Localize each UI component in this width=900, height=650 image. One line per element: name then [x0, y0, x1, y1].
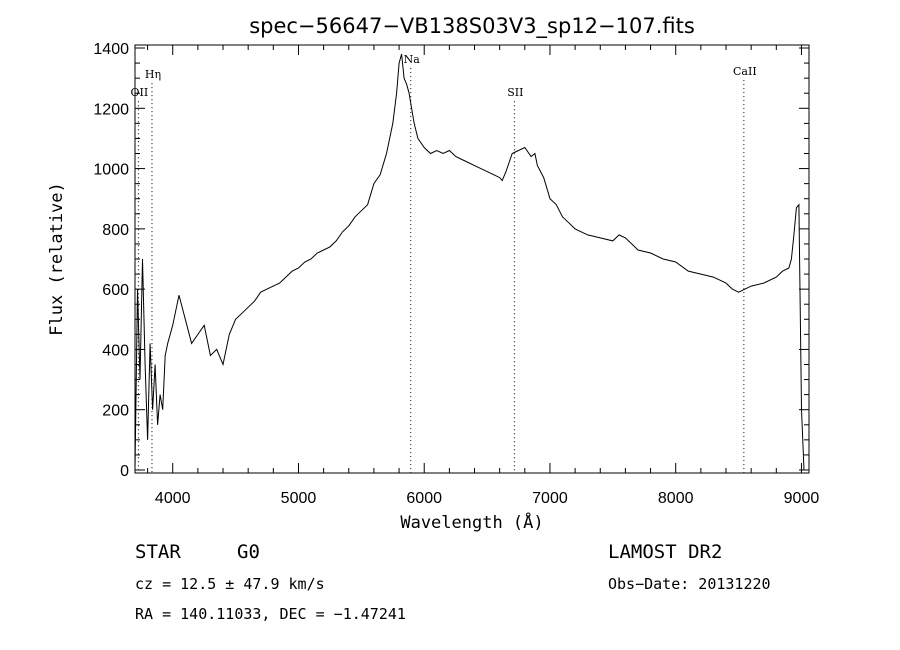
x-axis-label: Wavelength (Å): [400, 511, 543, 533]
spectrum-series-line: [134, 53, 805, 471]
x-axis-ticks: 4000 5000 6000 7000 8000 9000: [147, 45, 820, 507]
y-tick-label: 0: [120, 463, 129, 480]
x-tick-label: 9000: [784, 490, 820, 507]
y-tick-label: 800: [102, 222, 129, 239]
y-tick-label: 1200: [93, 101, 129, 118]
y-axis-label: Flux (relative): [47, 182, 67, 336]
x-tick-label: 6000: [406, 490, 442, 507]
y-tick-label: 400: [102, 342, 129, 359]
sky-coordinates: RA = 140.11033, DEC = −1.47241: [135, 605, 406, 623]
object-type: STAR: [135, 541, 181, 563]
y-tick-label: 1400: [93, 41, 129, 58]
survey-name: LAMOST DR2: [608, 541, 723, 563]
y-axis-ticks: 0 200 400 600 800 1000 1200 1400: [93, 41, 809, 480]
spectral-line-label: Na: [404, 53, 421, 66]
spectral-line-label: CaII: [733, 65, 757, 78]
x-tick-label: 7000: [532, 490, 568, 507]
y-tick-label: 1000: [93, 162, 129, 179]
spectral-line-label: SII: [507, 86, 523, 99]
x-tick-label: 4000: [155, 490, 191, 507]
chart-title: spec−56647−VB138S03V3_sp12−107.fits: [249, 14, 695, 39]
plot-frame: [134, 44, 810, 474]
object-subclass: G0: [237, 541, 260, 563]
y-tick-label: 600: [102, 282, 129, 299]
spectral-line-label: Hη: [145, 68, 161, 81]
x-tick-label: 5000: [281, 490, 317, 507]
observation-date: Obs−Date: 20131220: [608, 575, 771, 593]
y-tick-label: 200: [102, 403, 129, 420]
x-tick-label: 8000: [658, 490, 694, 507]
redshift-cz: cz = 12.5 ± 47.9 km/s: [135, 575, 325, 593]
